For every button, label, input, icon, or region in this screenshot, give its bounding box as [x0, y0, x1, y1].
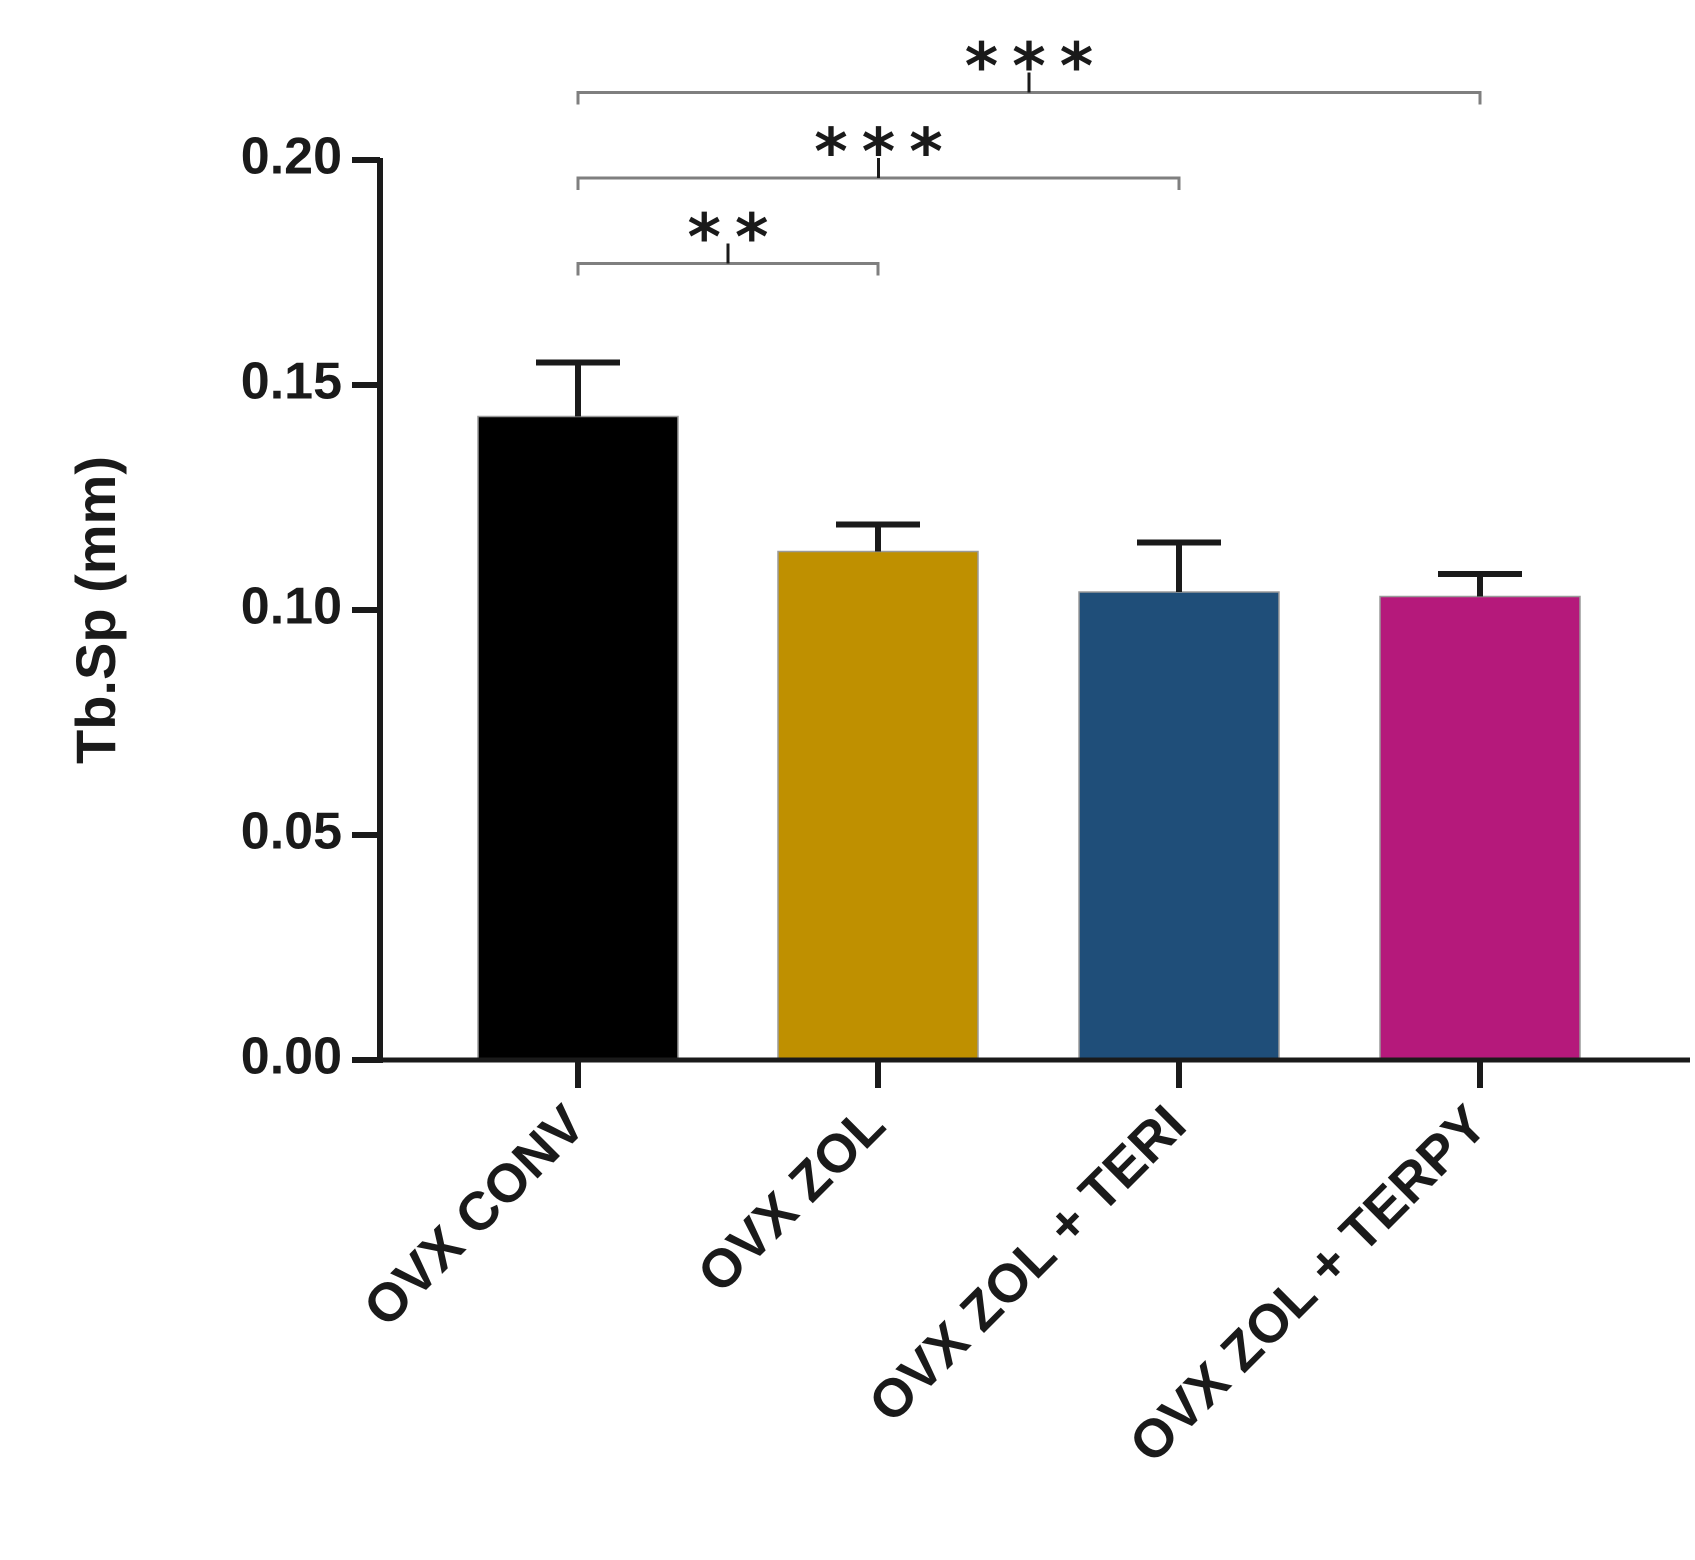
- bar: [1379, 595, 1581, 1061]
- x-tick-label: OVX ZOL + TERI: [858, 1094, 1198, 1434]
- significance-label: **: [688, 202, 783, 276]
- bar: [777, 550, 979, 1061]
- y-tick-label: 0.15: [241, 353, 342, 411]
- significance-label: ***: [814, 116, 956, 190]
- bar: [1078, 591, 1280, 1061]
- significance-label: ***: [965, 31, 1107, 105]
- x-tick-label: OVX CONV: [352, 1094, 596, 1338]
- y-tick-label: 0.20: [241, 128, 342, 186]
- y-tick-label: 0.00: [241, 1028, 342, 1086]
- y-tick-label: 0.10: [241, 578, 342, 636]
- bar: [477, 415, 679, 1061]
- x-tick-label: OVX ZOL: [686, 1094, 896, 1304]
- y-tick-label: 0.05: [241, 803, 342, 861]
- y-axis-title: Tb.Sp (mm): [64, 456, 127, 764]
